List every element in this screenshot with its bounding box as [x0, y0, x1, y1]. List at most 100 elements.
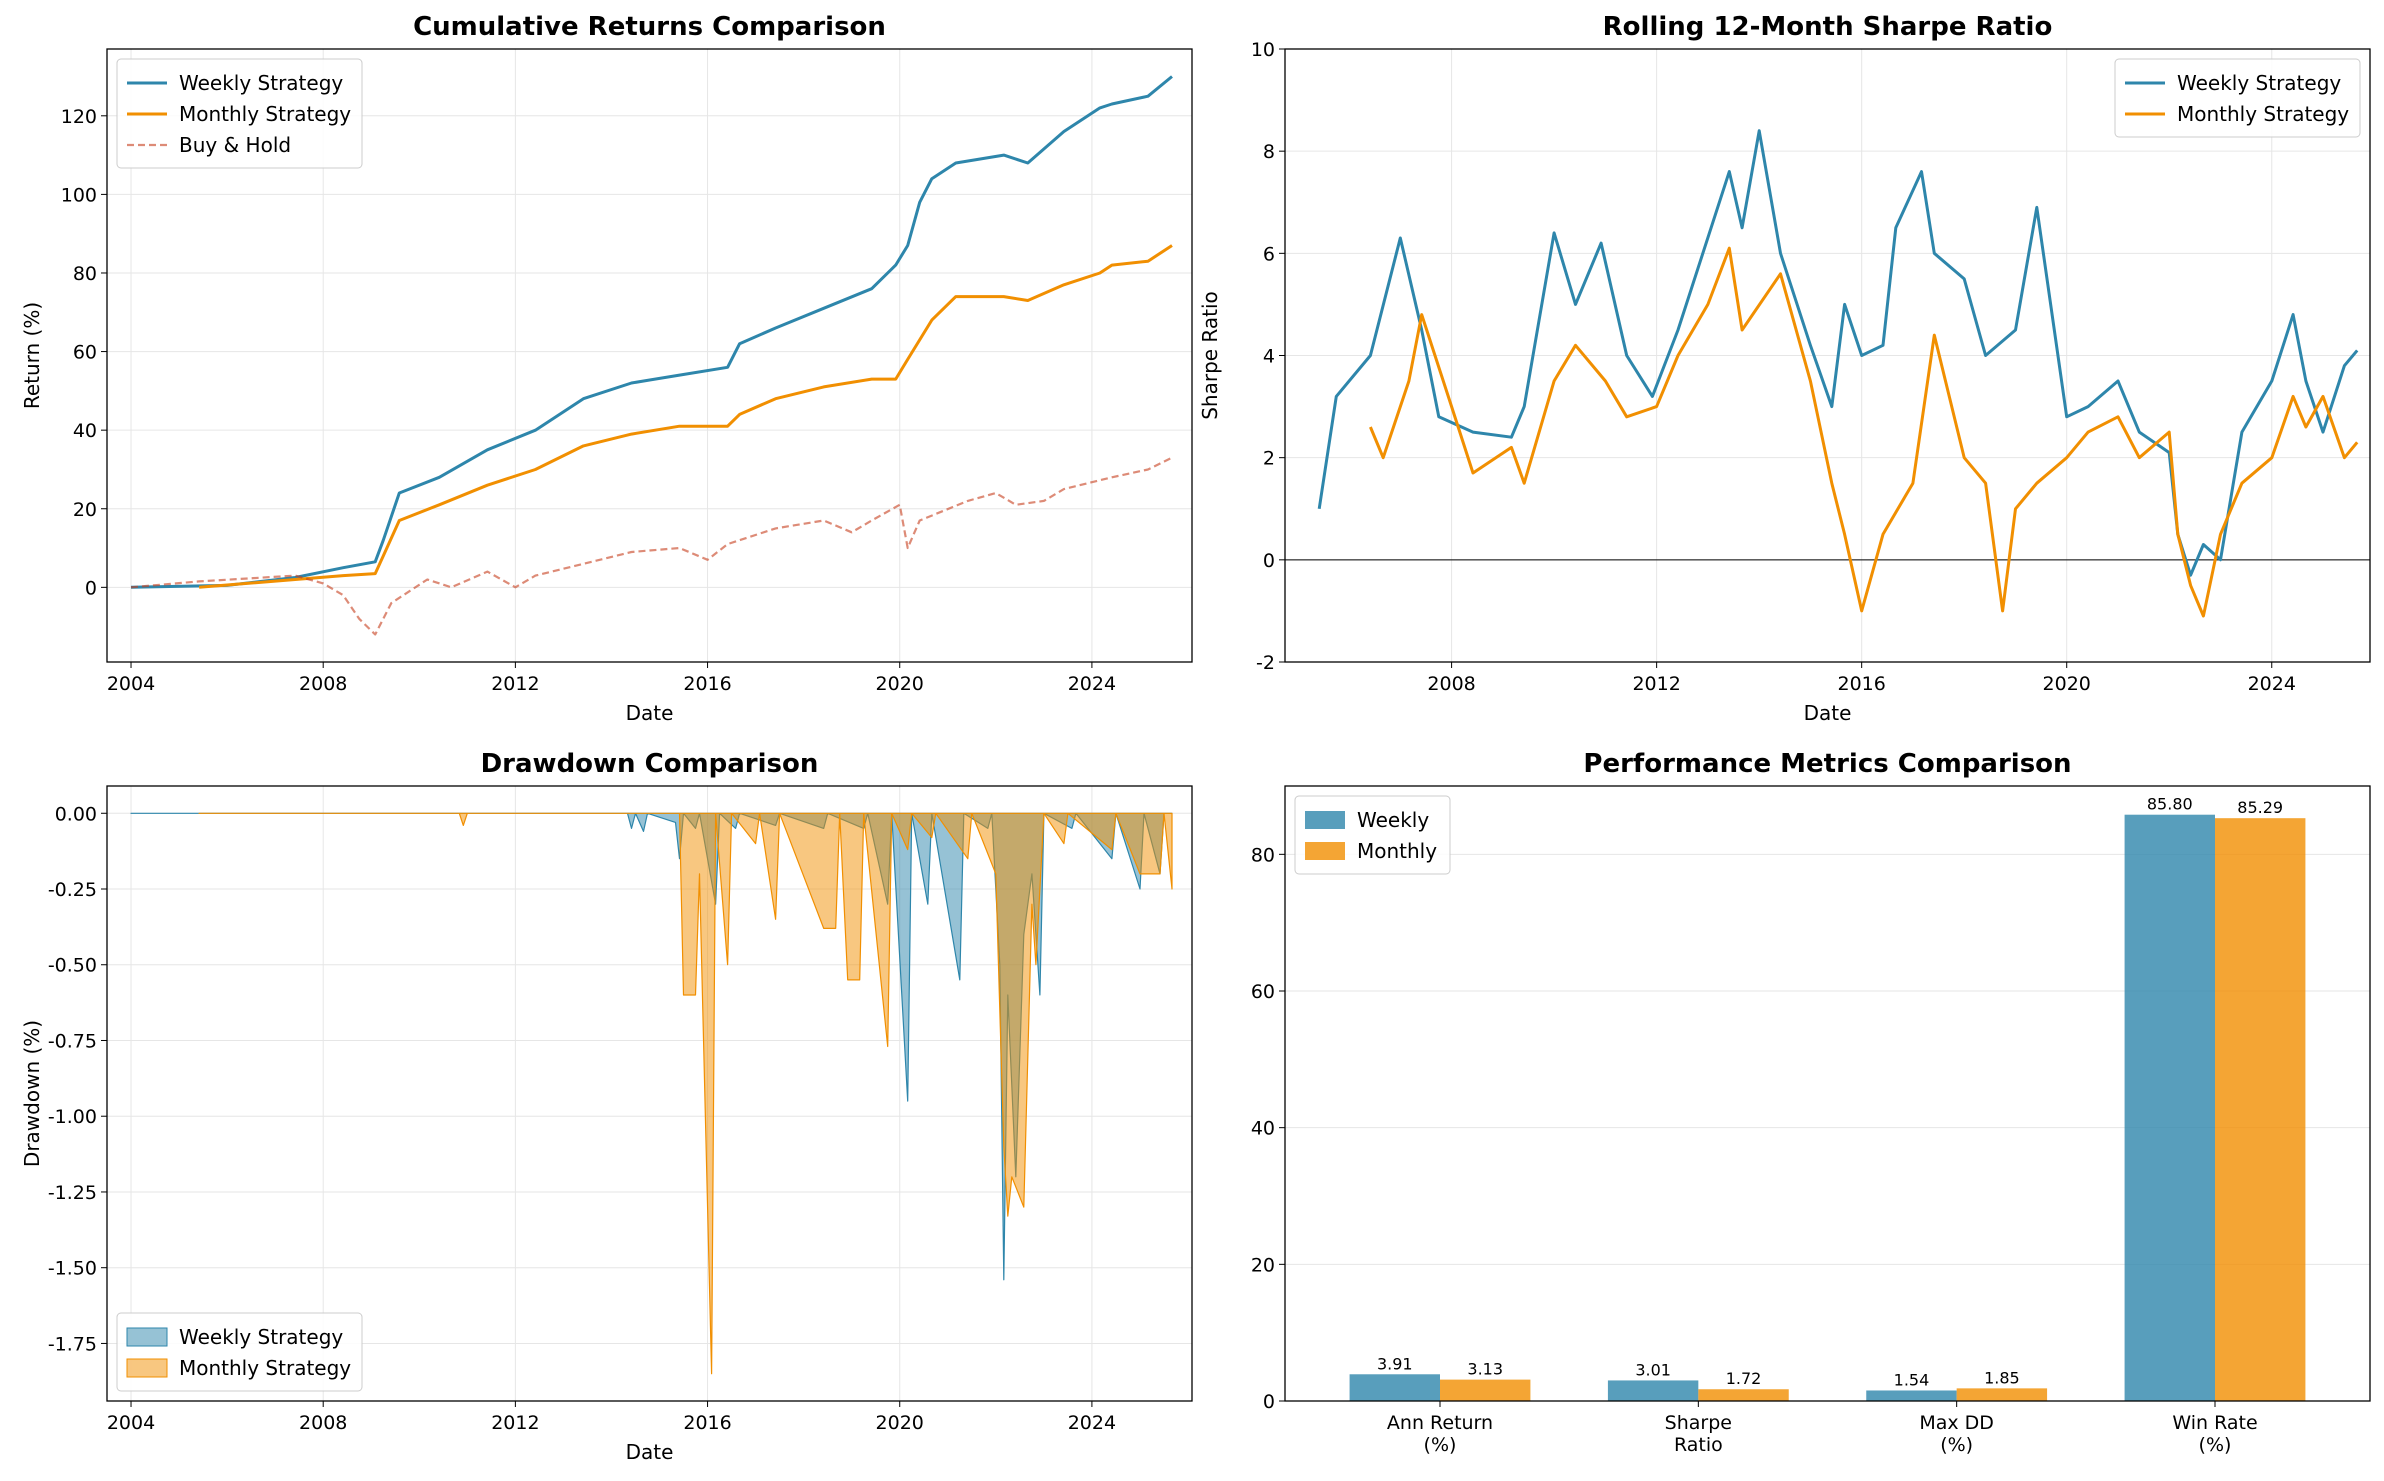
- legend-box: [116, 1312, 363, 1392]
- legend-label: Monthly: [1357, 839, 1437, 863]
- chart-performance-metrics-comparison: 0 20 40 60 80 Ann Return (%) Sharpe Ratio Max DD(…: [1251, 749, 2371, 1456]
- chart-cumulative-returns-comparison: 0 20 40 60 80 100 120 2004 2008 2012 2016 2020 2024 C…: [20, 12, 1193, 725]
- x-tick-label: 2016: [683, 1412, 731, 1434]
- axes-frame: [1284, 785, 2371, 1402]
- y-tick-label: 60: [1251, 981, 1275, 1003]
- bar-weekly: [1607, 1380, 1699, 1401]
- legend-swatch: [126, 1358, 168, 1378]
- bar-monthly: [2215, 818, 2306, 1401]
- x-tick-label: 2004: [107, 673, 155, 695]
- chart-title: Rolling 12-Month Sharpe Ratio: [1603, 12, 2053, 42]
- legend-label: Weekly Strategy: [2177, 71, 2341, 95]
- legend-label: Buy & Hold: [179, 133, 291, 157]
- chart-title: Drawdown Comparison: [481, 749, 819, 779]
- y-tick-label: 80: [1251, 844, 1275, 866]
- bar-monthly: [1698, 1389, 1789, 1401]
- x-axis-label: Date: [626, 701, 674, 725]
- y-tick-label: 20: [1251, 1254, 1275, 1276]
- x-tick-label: 2020: [2043, 673, 2091, 695]
- axes-frame: [106, 785, 1193, 1402]
- x-tick-label: 2024: [1068, 1412, 1116, 1434]
- legend-swatch: [126, 1327, 168, 1347]
- y-tick-label: -0.75: [48, 1030, 97, 1052]
- x-tick-label: Sharpe Ratio: [1665, 1412, 1732, 1456]
- bar-value-label: 3.13: [1467, 1360, 1503, 1379]
- x-axis-label: Date: [1804, 701, 1852, 725]
- bar-monthly: [1956, 1388, 2048, 1401]
- y-tick-label: -2: [1256, 652, 1275, 674]
- bar-value-label: 1.72: [1726, 1369, 1762, 1388]
- legend-label: Weekly: [1357, 808, 1429, 832]
- y-tick-label: -0.50: [48, 955, 97, 977]
- chart-rolling-12-month-sharpe-ratio: -2 0 2 4 6 8 10 2008 2012 2016 2020 2024 Rolling 12-…: [1198, 12, 2371, 725]
- bar-value-label: 1.54: [1894, 1370, 1930, 1389]
- y-tick-label: 80: [73, 263, 97, 285]
- legend: Weekly Strategy Monthly Strategy: [2114, 58, 2361, 138]
- y-tick-label: 100: [61, 184, 97, 206]
- x-tick-label: Win Rate (%): [2172, 1412, 2257, 1456]
- chart-drawdown-comparison: -1.75 -1.50 -1.25 -1.00 -0.75 -0.50 -0.25 0.00 2…: [20, 749, 1193, 1464]
- legend-label: Weekly Strategy: [179, 71, 343, 95]
- y-tick-label: -0.25: [48, 879, 97, 901]
- chart-title: Performance Metrics Comparison: [1583, 749, 2071, 779]
- series-line-monthly-strategy: [198, 244, 1173, 589]
- x-tick-label: 2012: [491, 1412, 539, 1434]
- y-axis-label: Drawdown (%): [20, 1020, 44, 1167]
- y-tick-label: 0: [1263, 550, 1275, 572]
- y-tick-label: 0: [1263, 1391, 1275, 1413]
- legend: Weekly Monthly: [1294, 795, 1451, 875]
- legend-swatch: [1305, 811, 1345, 829]
- x-tick-label: Max DD (%): [1919, 1412, 1994, 1456]
- axes-frame: [1284, 48, 2371, 663]
- legend-label: Monthly Strategy: [179, 102, 351, 126]
- y-tick-label: 40: [1251, 1118, 1275, 1140]
- x-tick-label: 2020: [876, 673, 924, 695]
- y-tick-label: 2: [1263, 448, 1275, 470]
- y-tick-label: 4: [1263, 346, 1275, 368]
- y-tick-label: 120: [61, 106, 97, 128]
- chart-title: Cumulative Returns Comparison: [413, 12, 886, 42]
- x-tick-label: 2016: [1837, 673, 1885, 695]
- x-tick-label: 2008: [299, 1412, 347, 1434]
- y-axis-label: Return (%): [20, 302, 44, 409]
- x-tick-label: 2020: [876, 1412, 924, 1434]
- series-line-monthly-strategy: [1369, 246, 2359, 618]
- legend-box: [2114, 58, 2361, 138]
- x-tick-label: Ann Return (%): [1387, 1412, 1493, 1456]
- y-tick-label: 10: [1251, 39, 1275, 61]
- bar-monthly: [1440, 1379, 1531, 1401]
- y-tick-label: -1.75: [48, 1333, 97, 1355]
- x-tick-label: 2024: [1068, 673, 1116, 695]
- x-tick-label: 2016: [683, 673, 731, 695]
- x-axis-label: Date: [626, 1440, 674, 1464]
- y-tick-label: 0: [85, 577, 97, 599]
- legend-swatch: [1305, 842, 1345, 860]
- y-axis-label: Sharpe Ratio: [1198, 291, 1222, 420]
- bar-value-label: 1.85: [1984, 1368, 2020, 1387]
- y-tick-label: 8: [1263, 141, 1275, 163]
- legend: Weekly Strategy Monthly Strategy Buy & Hol…: [116, 58, 363, 169]
- bar-weekly: [1349, 1374, 1440, 1401]
- legend-label: Monthly Strategy: [179, 1356, 351, 1380]
- x-tick-label: 2008: [299, 673, 347, 695]
- legend-label: Weekly Strategy: [179, 1325, 343, 1349]
- legend-label: Monthly Strategy: [2177, 102, 2349, 126]
- x-tick-label: 2012: [491, 673, 539, 695]
- y-tick-label: -1.00: [48, 1106, 97, 1128]
- series-line-weekly-strategy: [1317, 129, 2359, 577]
- axes-frame: [106, 48, 1193, 663]
- area-monthly-strategy: [198, 812, 1173, 1375]
- legend-box: [116, 58, 363, 169]
- bar-value-label: 3.01: [1635, 1360, 1671, 1379]
- y-tick-label: 0.00: [55, 803, 97, 825]
- y-tick-label: -1.25: [48, 1182, 97, 1204]
- series-line-weekly-strategy: [130, 75, 1173, 589]
- y-tick-label: -1.50: [48, 1258, 97, 1280]
- y-tick-label: 60: [73, 342, 97, 364]
- x-tick-label: 2004: [107, 1412, 155, 1434]
- legend: Weekly Strategy Monthly Strategy: [116, 1312, 363, 1392]
- y-tick-label: 40: [73, 420, 97, 442]
- bar-value-label: 85.80: [2147, 795, 2193, 814]
- series-line-buy-hold: [130, 456, 1173, 636]
- bar-value-label: 85.29: [2237, 798, 2283, 817]
